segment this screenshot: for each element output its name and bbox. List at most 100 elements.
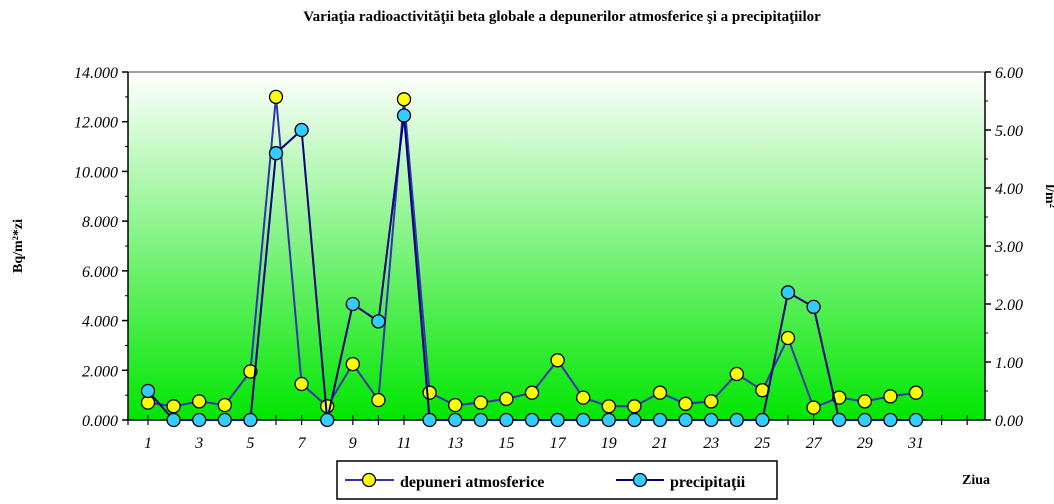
data-point bbox=[576, 412, 591, 428]
data-point bbox=[857, 394, 872, 409]
data-point bbox=[422, 412, 437, 428]
data-point bbox=[678, 396, 693, 411]
data-point bbox=[499, 391, 514, 407]
left-tick-label: 8.000 bbox=[82, 214, 118, 231]
data-point bbox=[806, 400, 821, 415]
data-point bbox=[652, 412, 668, 428]
data-point bbox=[601, 412, 616, 428]
data-point bbox=[704, 412, 719, 428]
x-tick-label: 11 bbox=[397, 435, 412, 452]
legend-marker-depuneri bbox=[361, 472, 377, 488]
data-point bbox=[704, 394, 719, 409]
data-point bbox=[217, 397, 232, 413]
series-layer bbox=[140, 89, 924, 428]
data-point bbox=[448, 397, 463, 413]
x-tick-label: 7 bbox=[298, 435, 307, 452]
left-axis-label: Bq/m²*zi bbox=[11, 219, 26, 273]
left-tick-label: 0.000 bbox=[82, 413, 118, 430]
x-axis-label: Ziua bbox=[962, 473, 990, 488]
data-point bbox=[550, 353, 565, 368]
x-tick-label: 9 bbox=[349, 435, 357, 452]
data-point bbox=[524, 385, 540, 400]
x-tick-label: 27 bbox=[806, 435, 823, 452]
x-tick-label: 1 bbox=[144, 435, 152, 452]
x-tick-label: 13 bbox=[447, 435, 463, 452]
data-point bbox=[396, 92, 412, 107]
data-point bbox=[755, 412, 770, 428]
data-point bbox=[576, 390, 591, 405]
data-point bbox=[192, 412, 207, 428]
data-point bbox=[729, 366, 744, 382]
legend-label-precipitatii: precipitaţii bbox=[670, 474, 746, 491]
data-point bbox=[857, 412, 872, 428]
data-point bbox=[832, 390, 847, 405]
chart-title: Variaţia radioactivităţii beta globale a… bbox=[303, 9, 821, 25]
x-tick-label: 19 bbox=[601, 435, 617, 452]
data-point bbox=[371, 392, 386, 408]
left-tick-label: 10.000 bbox=[74, 164, 118, 181]
series-precipitatii bbox=[140, 108, 924, 428]
data-point bbox=[832, 412, 847, 428]
left-tick-label: 14.000 bbox=[74, 65, 118, 82]
data-point bbox=[678, 412, 693, 428]
data-point bbox=[371, 314, 386, 329]
plot-area bbox=[128, 72, 985, 420]
right-tick-label: 1.00 bbox=[995, 355, 1023, 372]
data-point bbox=[908, 412, 924, 428]
x-tick-label: 17 bbox=[550, 435, 567, 452]
legend: depuneri atmosferice precipitaţii bbox=[336, 460, 778, 500]
x-tick-label: 3 bbox=[194, 435, 203, 452]
x-axis-tick-labels: 1 3 5 7 9 11 13 15 17 19 21 23 25 27 29 31 bbox=[144, 435, 924, 452]
data-point bbox=[217, 412, 232, 428]
right-tick-label: 5.00 bbox=[995, 123, 1023, 140]
data-point bbox=[780, 285, 796, 300]
x-tick-label: 29 bbox=[857, 435, 873, 452]
data-point bbox=[294, 376, 309, 392]
data-point bbox=[627, 399, 642, 414]
left-axis-tick-labels: 0.000 2.000 4.000 6.000 8.000 10.000 12.000 14.… bbox=[74, 65, 118, 430]
data-point bbox=[473, 412, 488, 428]
data-point bbox=[883, 389, 898, 404]
left-tick-label: 6.000 bbox=[82, 264, 118, 281]
data-point bbox=[627, 412, 642, 428]
left-tick-label: 4.000 bbox=[82, 314, 118, 331]
left-tick-label: 2.000 bbox=[82, 363, 118, 380]
right-tick-label: 3.00 bbox=[994, 239, 1023, 256]
data-point bbox=[524, 412, 540, 428]
data-point bbox=[729, 412, 744, 428]
data-point bbox=[780, 330, 796, 346]
data-point bbox=[448, 412, 463, 428]
data-point bbox=[345, 296, 360, 312]
data-point bbox=[268, 146, 284, 161]
data-point bbox=[243, 364, 258, 379]
x-tick-label: 15 bbox=[498, 435, 514, 452]
right-axis-label: l/m² bbox=[1042, 184, 1054, 208]
data-point bbox=[345, 356, 360, 372]
data-point bbox=[806, 299, 821, 315]
data-point bbox=[396, 108, 412, 123]
data-point bbox=[473, 395, 488, 410]
data-point bbox=[499, 412, 514, 428]
data-point bbox=[601, 399, 616, 414]
left-tick-label: 12.000 bbox=[74, 115, 118, 132]
x-tick-label: 21 bbox=[652, 435, 668, 452]
data-point bbox=[883, 412, 898, 428]
data-point bbox=[166, 412, 181, 428]
legend-marker-precipitatii bbox=[632, 472, 648, 488]
data-point bbox=[192, 394, 207, 409]
x-tick-label: 23 bbox=[703, 435, 719, 452]
data-point bbox=[166, 399, 181, 414]
right-tick-label: 6.00 bbox=[995, 65, 1023, 82]
right-tick-label: 4.00 bbox=[995, 181, 1023, 198]
data-point bbox=[550, 412, 565, 428]
x-tick-label: 31 bbox=[907, 435, 924, 452]
x-tick-label: 5 bbox=[246, 435, 254, 452]
series-depuneri-atmosferice bbox=[140, 89, 924, 415]
right-axis-tick-labels: 0.00 1.00 2.00 3.00 4.00 5.00 6.00 bbox=[994, 65, 1023, 430]
right-tick-label: 0.00 bbox=[995, 413, 1023, 430]
data-point bbox=[908, 385, 924, 400]
data-point bbox=[422, 385, 437, 400]
data-point bbox=[140, 383, 156, 399]
right-tick-label: 2.00 bbox=[995, 297, 1023, 314]
legend-label-depuneri: depuneri atmosferice bbox=[400, 474, 544, 491]
